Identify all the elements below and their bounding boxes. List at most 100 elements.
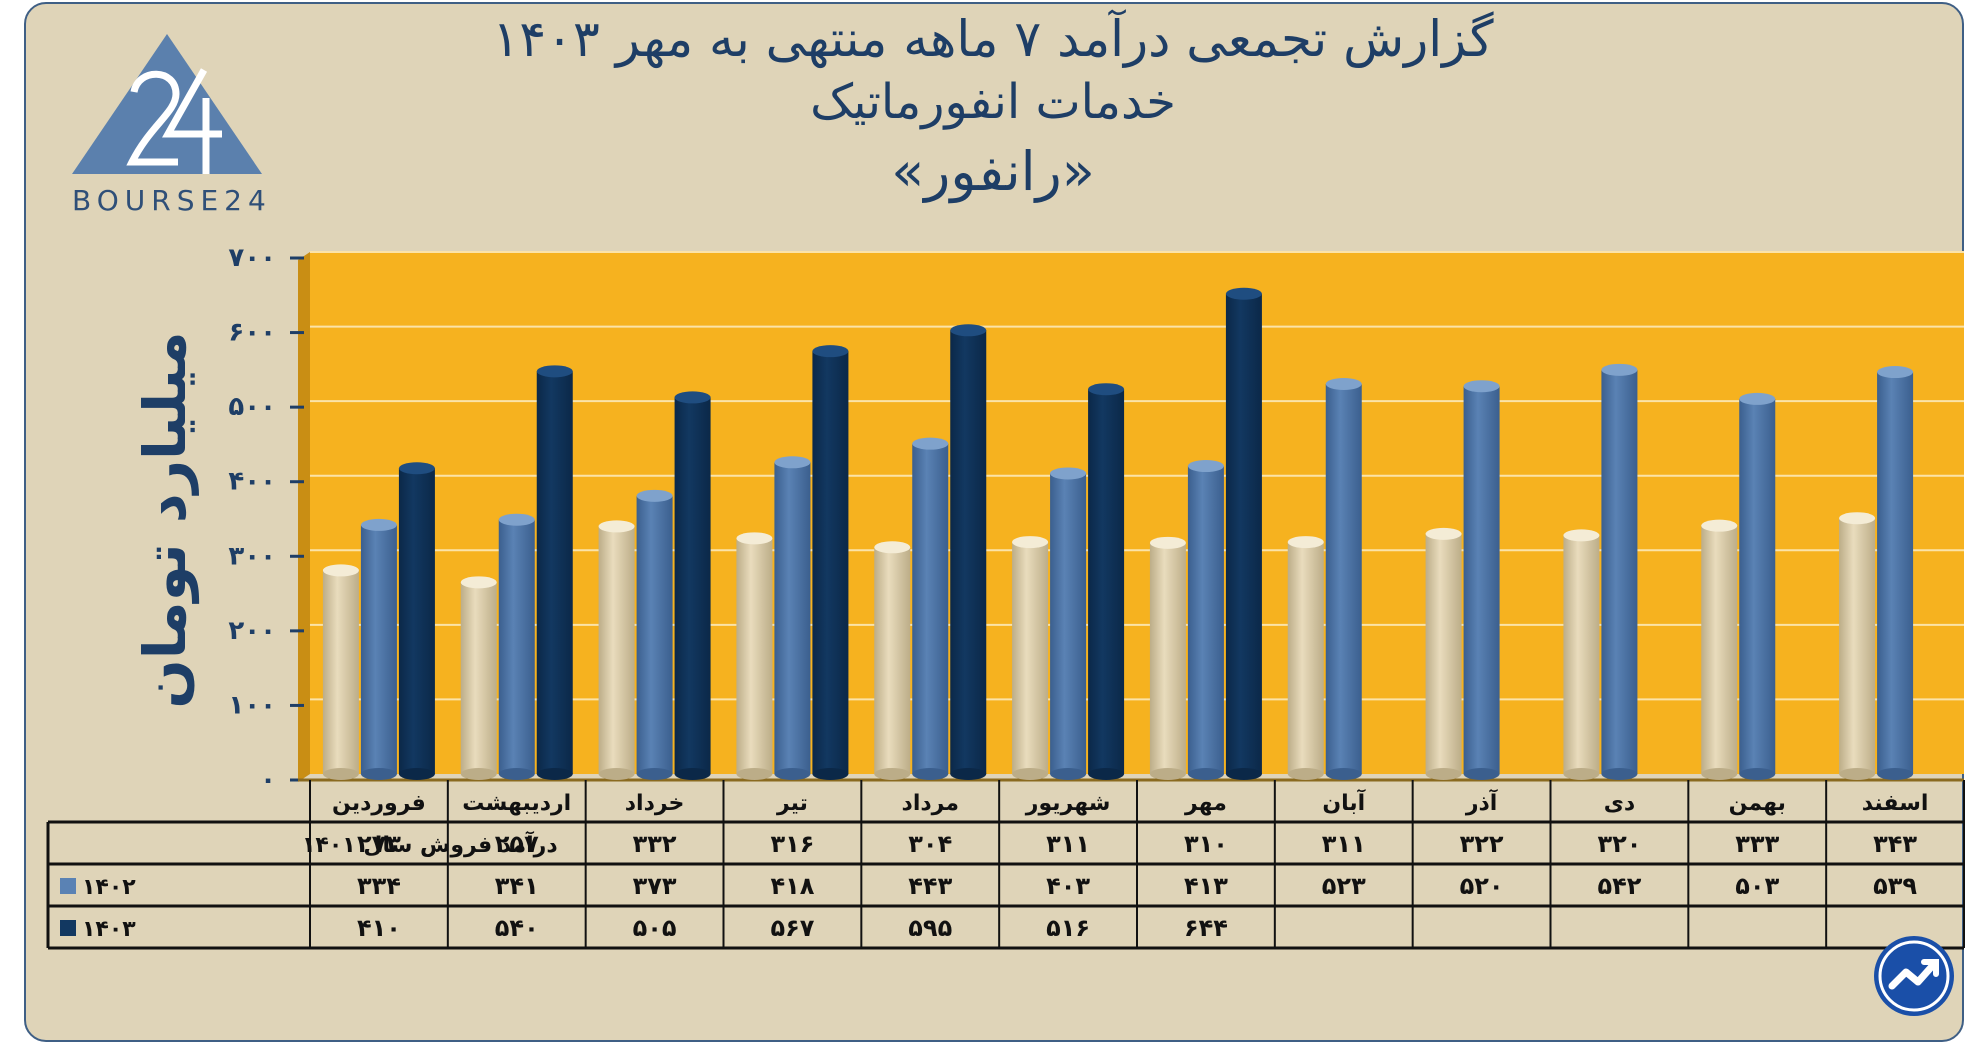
data-label: ۳۳۳ — [1735, 830, 1779, 858]
y-tick-label: ۳۰۰ — [228, 541, 276, 571]
data-label: ۵۹۵ — [908, 914, 952, 942]
x-tick-label: تیر — [776, 791, 808, 816]
data-label: ۳۱۱ — [1322, 830, 1366, 858]
bar-bottom — [1325, 768, 1362, 780]
bar-bottom — [1149, 768, 1186, 780]
bar — [1287, 542, 1324, 774]
bar-top — [1187, 460, 1224, 473]
data-label: ۵۰۵ — [633, 914, 677, 942]
bar-bottom — [1701, 768, 1738, 780]
bar-bottom — [360, 768, 397, 780]
bar-top — [360, 518, 397, 531]
x-tick-label: آبان — [1322, 788, 1365, 816]
bar-bottom — [1012, 768, 1049, 780]
data-label: ۴۱۰ — [357, 914, 401, 942]
bar-top — [1839, 512, 1876, 525]
x-tick-label: بهمن — [1729, 791, 1786, 816]
y-tick-label: ۵۰۰ — [228, 392, 276, 422]
logo-triangle — [72, 34, 262, 174]
bar-bottom — [1877, 768, 1914, 780]
bar-top — [1012, 536, 1049, 549]
bar-top — [536, 365, 573, 378]
bar-bottom — [874, 768, 911, 780]
data-label: ۳۱۶ — [770, 830, 814, 858]
plot-side-wall — [298, 252, 310, 782]
data-label: ۵۲۳ — [1322, 872, 1366, 900]
bar — [674, 397, 711, 774]
bar — [1050, 473, 1087, 774]
bar — [398, 468, 435, 774]
bar — [1187, 466, 1224, 774]
x-tick-label: اسفند — [1862, 791, 1929, 816]
bar — [812, 351, 849, 774]
data-label: ۳۲۲ — [1460, 830, 1504, 858]
bar-top — [1325, 377, 1362, 390]
bar-top — [874, 541, 911, 554]
y-tick-label: ۱۰۰ — [228, 690, 276, 720]
data-label: ۶۴۴ — [1184, 914, 1228, 942]
bar-bottom — [1463, 768, 1500, 780]
bar — [322, 570, 359, 774]
bar — [1739, 398, 1776, 774]
data-label: ۵۲۰ — [1460, 872, 1504, 900]
data-label: ۲۵۷ — [495, 830, 539, 858]
bar — [1563, 535, 1600, 774]
bar — [1012, 542, 1049, 774]
data-label: ۳۱۱ — [1046, 830, 1090, 858]
bar — [736, 538, 773, 774]
bar — [1088, 389, 1125, 774]
bar — [598, 526, 635, 774]
data-label: ۲۷۳ — [357, 830, 401, 858]
bar-bottom — [1088, 768, 1125, 780]
company-name: «رانفور» — [891, 140, 1095, 203]
legend-label: ۱۴۰۳ — [82, 917, 136, 942]
bar-bottom — [1050, 768, 1087, 780]
bar-top — [498, 513, 535, 526]
x-tick-label: مرداد — [902, 791, 959, 816]
data-label: ۵۴۲ — [1597, 872, 1641, 900]
bar — [1601, 369, 1638, 774]
bar — [360, 524, 397, 774]
plot-area — [310, 252, 1964, 774]
bourse24-logo — [72, 34, 262, 174]
logo-text: BOURSE24 — [72, 184, 272, 217]
bar-top — [912, 437, 949, 450]
data-label: ۵۴۰ — [495, 914, 539, 942]
y-tick-label: ۴۰۰ — [228, 467, 276, 497]
bar-bottom — [1739, 768, 1776, 780]
bar-top — [1050, 467, 1087, 480]
bar-top — [1425, 527, 1462, 540]
data-label: ۳۳۲ — [633, 830, 677, 858]
bar-top — [674, 391, 711, 404]
y-tick-label: ۷۰۰ — [228, 243, 276, 273]
bar — [1325, 383, 1362, 774]
chart-subtitle: خدمات انفورماتیک — [810, 74, 1176, 130]
bar — [1839, 518, 1876, 774]
bar-top — [1739, 392, 1776, 405]
bar-bottom — [950, 768, 987, 780]
legend-swatch — [60, 878, 76, 894]
bar — [460, 582, 497, 774]
bar — [874, 547, 911, 774]
bar-top — [1088, 383, 1125, 396]
bar-top — [736, 532, 773, 545]
bar — [536, 371, 573, 774]
bar-top — [1701, 519, 1738, 532]
legend-label: ۱۴۰۲ — [82, 875, 136, 900]
bar — [1701, 525, 1738, 774]
bar — [774, 462, 811, 774]
bar — [1463, 386, 1500, 774]
bar-bottom — [1839, 768, 1876, 780]
bar-top — [398, 462, 435, 475]
bar-bottom — [498, 768, 535, 780]
data-label: ۵۶۷ — [770, 914, 814, 942]
bar — [1225, 293, 1262, 774]
bar-top — [1463, 380, 1500, 393]
data-label: ۵۰۳ — [1735, 872, 1779, 900]
bar — [1149, 542, 1186, 774]
bar-bottom — [1563, 768, 1600, 780]
bar-bottom — [1425, 768, 1462, 780]
bar-top — [598, 520, 635, 533]
bar-bottom — [1287, 768, 1324, 780]
x-tick-label: فروردین — [332, 791, 426, 816]
